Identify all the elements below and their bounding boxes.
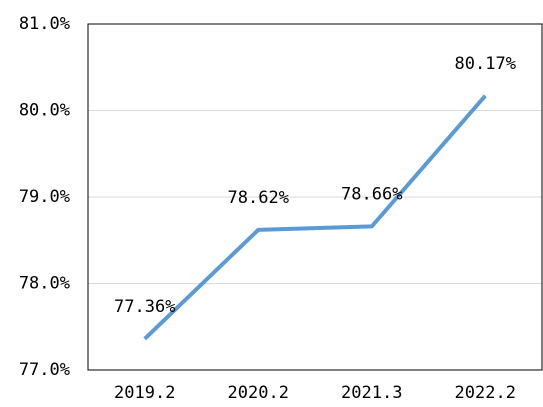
y-tick-label: 80.0% bbox=[19, 101, 70, 121]
data-label: 78.66% bbox=[341, 184, 402, 204]
x-tick-label: 2022.2 bbox=[455, 383, 516, 403]
plot-frame bbox=[87, 23, 543, 371]
line bbox=[143, 94, 487, 341]
y-tick-label: 79.0% bbox=[19, 187, 70, 207]
y-tick-label: 78.0% bbox=[19, 274, 70, 294]
x-tick-label: 2020.2 bbox=[228, 383, 289, 403]
y-tick-label: 77.0% bbox=[19, 360, 70, 380]
y-tick-label: 81.0% bbox=[19, 14, 70, 34]
x-tick-label: 2021.3 bbox=[341, 383, 402, 403]
x-tick-label: 2019.2 bbox=[114, 383, 175, 403]
data-label: 80.17% bbox=[455, 54, 516, 74]
data-label: 78.62% bbox=[228, 188, 289, 208]
data-label: 77.36% bbox=[114, 297, 175, 317]
